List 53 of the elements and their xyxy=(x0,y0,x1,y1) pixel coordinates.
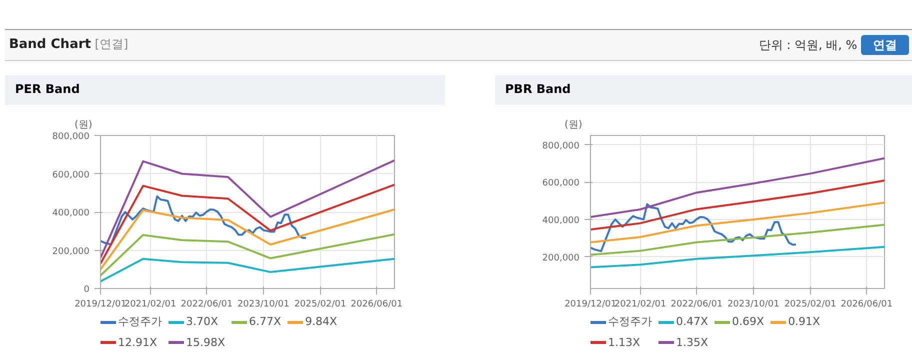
y-tick-label: 400,000 xyxy=(542,216,580,226)
text: [연결] xyxy=(94,37,128,51)
line-series xyxy=(100,184,394,265)
line-series xyxy=(590,246,884,268)
x-tick-label: 2022/06/01 xyxy=(180,300,233,310)
line-series xyxy=(100,195,307,246)
legend-label: 0.91X xyxy=(788,314,820,328)
y-tick-label: 0 xyxy=(84,285,90,295)
legend-label: 12.91X xyxy=(118,335,158,349)
legend-label: 수정주가 xyxy=(608,314,652,329)
chart-title: PER Band xyxy=(15,81,80,98)
x-tick-label: 2023/10/01 xyxy=(727,300,780,310)
legend-label: 수정주가 xyxy=(118,314,162,329)
y-axis-title: (원) xyxy=(564,120,582,130)
legend-label: 1.13X xyxy=(608,335,640,349)
legend-label: 9.84X xyxy=(305,314,338,328)
line-series xyxy=(590,157,884,218)
y-tick-label: 600,000 xyxy=(542,178,580,189)
x-tick-label: 2019/12/01 xyxy=(74,300,126,310)
legend-label: 0.47X xyxy=(676,314,708,328)
legend-label: 6.77X xyxy=(249,314,282,328)
x-tick-label: 2023/10/01 xyxy=(237,300,290,310)
x-tick-label: 2022/06/01 xyxy=(670,300,723,310)
x-tick-label: 2021/02/01 xyxy=(614,300,666,310)
line-series xyxy=(100,233,394,276)
x-tick-label: 2025/02/01 xyxy=(294,300,346,310)
y-tick-label: 400,000 xyxy=(52,208,90,218)
line-series xyxy=(590,203,797,252)
line-series xyxy=(100,159,394,259)
x-tick-label: 2021/02/01 xyxy=(124,300,176,310)
y-axis-title: (원) xyxy=(74,120,92,130)
chart-title: PBR Band xyxy=(505,81,571,98)
legend-label: 0.69X xyxy=(732,314,764,328)
y-tick-label: 800,000 xyxy=(52,132,90,142)
line-series xyxy=(100,208,394,270)
y-tick-label: 200,000 xyxy=(542,253,580,264)
legend-label: 1.35X xyxy=(676,335,708,349)
x-tick-label: 2026/06/01 xyxy=(840,300,893,310)
line-series xyxy=(100,258,394,282)
y-tick-label: 800,000 xyxy=(542,141,580,152)
y-tick-label: 200,000 xyxy=(52,246,90,257)
legend-label: 3.70X xyxy=(186,314,218,328)
line-series xyxy=(590,202,884,244)
text: Band Chart xyxy=(9,37,91,52)
x-tick-label: 2019/12/01 xyxy=(564,300,616,310)
text: 연결 xyxy=(861,34,909,55)
y-tick-label: 600,000 xyxy=(52,170,90,180)
x-tick-label: 2025/02/01 xyxy=(784,300,836,310)
line-series xyxy=(590,224,884,256)
text: 단위 : 억원, 배, % xyxy=(758,38,858,52)
line-series xyxy=(590,179,884,231)
legend-label: 15.98X xyxy=(186,335,226,349)
x-tick-label: 2026/06/01 xyxy=(350,300,403,310)
